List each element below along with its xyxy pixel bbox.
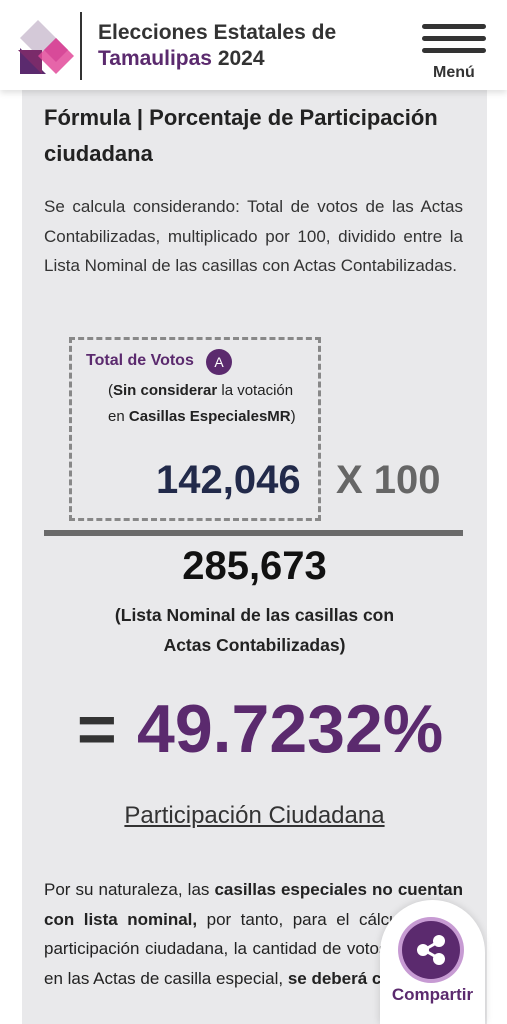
site-title-line1: Elecciones Estatales de bbox=[98, 21, 337, 44]
numerator-box: Total de Votos A (Sin considerar la vota… bbox=[69, 337, 321, 521]
equals-sign: = bbox=[77, 691, 117, 767]
hamburger-icon bbox=[422, 24, 486, 29]
denominator-value: 285,673 bbox=[182, 544, 327, 588]
result-label: Participación Ciudadana bbox=[124, 802, 385, 829]
denominator-label: (Lista Nominal de las casillas con Actas… bbox=[114, 605, 395, 655]
share-circle bbox=[402, 921, 460, 979]
share-button[interactable]: Compartir bbox=[380, 900, 485, 1024]
fraction-line bbox=[44, 530, 463, 536]
numerator-note-bold1: Sin considerar bbox=[113, 382, 218, 399]
formula-intro: Se calcula considerando: Total de votos … bbox=[44, 197, 463, 275]
app-header: Elecciones Estatales de Tamaulipas 2024 … bbox=[0, 0, 507, 90]
result-value: 49.7232% bbox=[137, 691, 444, 767]
hamburger-icon-bar bbox=[422, 36, 486, 41]
share-label: Compartir bbox=[391, 985, 474, 1004]
hamburger-icon-bar bbox=[422, 48, 486, 53]
logo-icon[interactable] bbox=[16, 20, 74, 76]
note-bold-1: casillas especiales no cuentan con lista… bbox=[44, 880, 463, 929]
multiplier: X 100 bbox=[336, 458, 441, 502]
site-title-year: 2024 bbox=[217, 47, 265, 70]
logo-divider bbox=[80, 12, 82, 80]
formula-title: Fórmula | Porcentaje de Participación ci… bbox=[44, 105, 438, 166]
site-title: Elecciones Estatales de Tamaulipas 2024 bbox=[98, 20, 336, 72]
note-text-1: Por su naturaleza, las bbox=[44, 880, 215, 899]
menu-label: Menú bbox=[433, 64, 475, 81]
numerator-note-close: ) bbox=[290, 407, 296, 425]
numerator-note-open: ( bbox=[108, 382, 113, 399]
numerator-badge: A bbox=[206, 349, 232, 375]
numerator-note: (Sin considerar la votación en Casillas … bbox=[108, 378, 298, 429]
numerator-value: 142,046 bbox=[156, 458, 301, 502]
numerator-label: Total de Votos bbox=[86, 352, 194, 369]
formula-panel: Fórmula | Porcentaje de Participación ci… bbox=[22, 90, 487, 1024]
share-icon bbox=[417, 935, 445, 965]
site-title-state: Tamaulipas bbox=[98, 47, 212, 70]
note-text-2: por tanto, para el cálculo de la partici… bbox=[44, 909, 463, 988]
numerator-note-bold2: Casillas EspecialesMR bbox=[128, 407, 291, 425]
numerator-note-mid: la votación en bbox=[108, 382, 294, 425]
menu-button[interactable]: Menú bbox=[422, 24, 486, 86]
